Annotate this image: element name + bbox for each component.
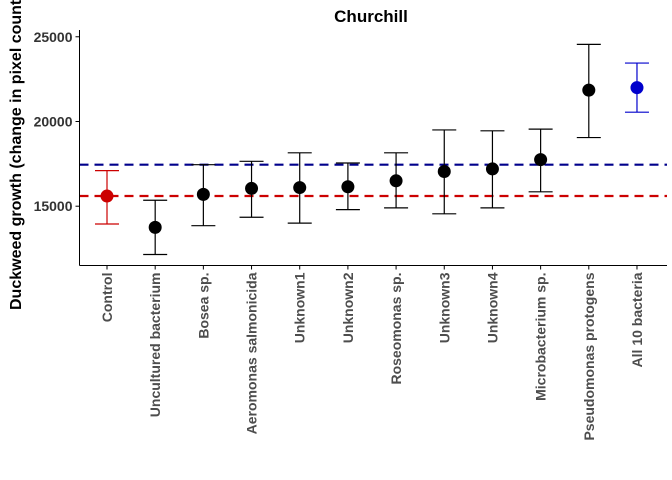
data-point	[293, 181, 307, 195]
data-point	[582, 83, 596, 97]
y-axis-label: Duckweed growth (change in pixel count)	[8, 0, 25, 310]
x-tick-label: Unknown1	[292, 272, 308, 343]
x-tick-label: All 10 bacteria	[629, 272, 645, 367]
data-point	[630, 81, 644, 95]
y-axis-ticks: 15000 20000 25000	[34, 29, 80, 214]
x-tick-label: Aeromonas salmonicida	[244, 272, 260, 434]
data-point	[196, 187, 210, 201]
x-tick-label: Uncultured bacterium	[147, 273, 163, 418]
x-tick-label: Control	[99, 273, 115, 323]
x-tick-label: Microbacterium sp.	[533, 273, 549, 401]
data-point	[485, 162, 499, 176]
x-tick-label: Roseomonas sp.	[388, 272, 404, 384]
x-tick-label: Unknown3	[436, 272, 452, 343]
chart-title: Churchill	[334, 7, 408, 26]
x-tick-label: Unknown2	[340, 272, 356, 343]
data-point	[341, 180, 355, 194]
x-tick-label: Bosea sp.	[195, 273, 211, 339]
x-axis-ticks: Control Uncultured bacterium Bosea sp. Aero…	[99, 265, 645, 441]
data-point	[148, 220, 162, 234]
data-point	[389, 174, 403, 188]
x-tick-label: Pseudomonas protogens	[581, 272, 597, 440]
reference-lines	[79, 163, 667, 198]
error-bars	[95, 43, 649, 256]
y-tick-label: 25000	[34, 29, 73, 45]
data-point	[245, 181, 259, 195]
x-tick-label: Unknown4	[484, 272, 500, 343]
data-points	[100, 81, 644, 234]
data-point	[437, 164, 451, 178]
data-point	[100, 189, 114, 203]
data-point	[534, 153, 548, 167]
y-tick-label: 20000	[34, 113, 73, 129]
y-tick-label: 15000	[34, 198, 73, 214]
